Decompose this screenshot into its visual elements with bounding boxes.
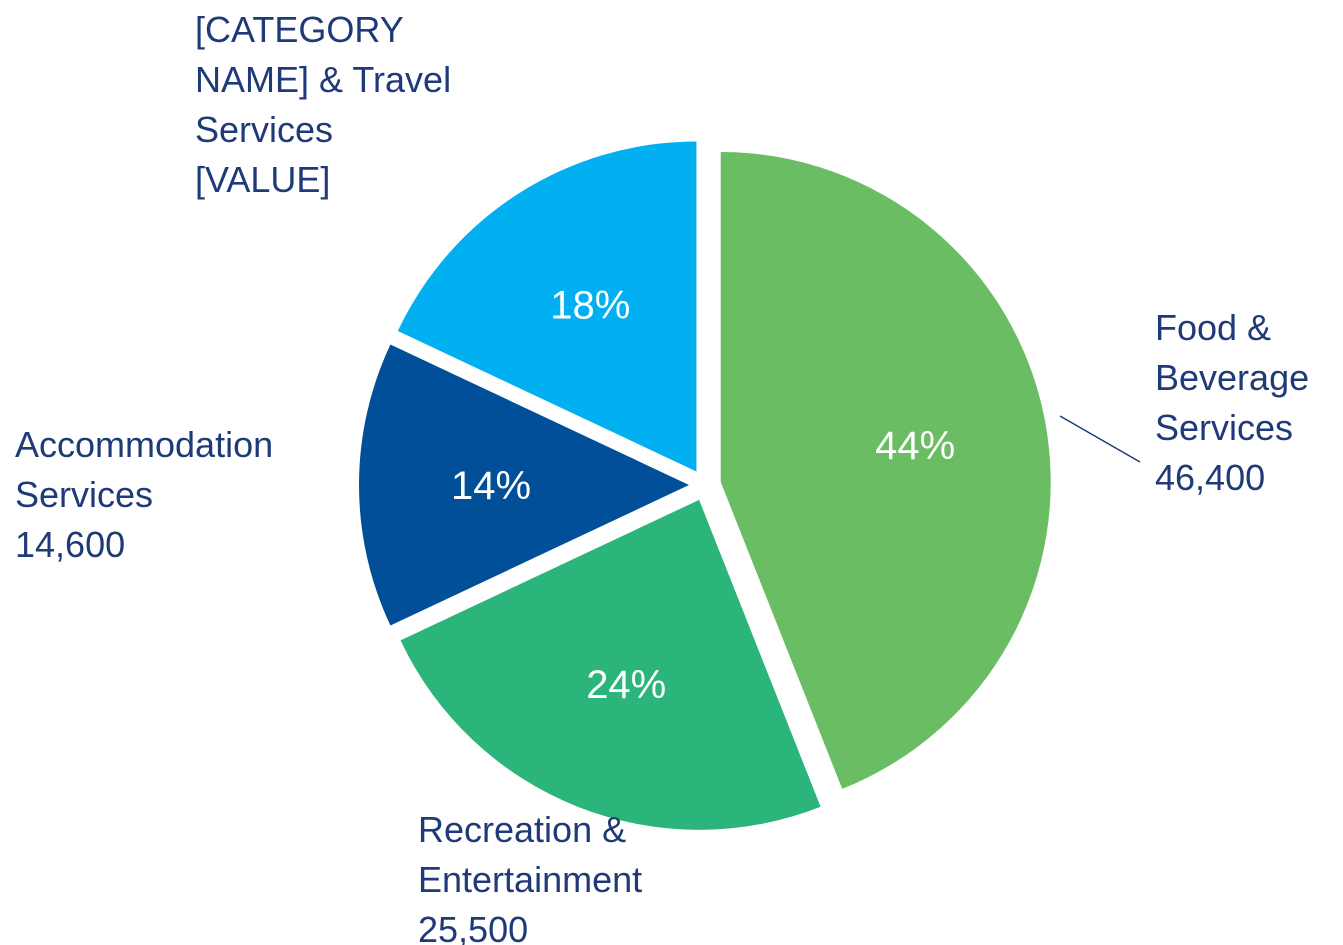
slice-percent-label: 18% <box>550 283 630 327</box>
pie-slice <box>400 499 821 830</box>
category-label: Accommodation Services <box>15 424 273 515</box>
slice-percent-label: 44% <box>875 424 955 468</box>
category-value-label: 25,500 <box>418 909 528 945</box>
category-label: Food & Beverage Services <box>1155 307 1309 448</box>
category-label: Recreation & Entertainment <box>418 809 642 900</box>
pie-slice <box>720 152 1051 789</box>
slice-percent-label: 14% <box>451 464 531 508</box>
category-value-label: 14,600 <box>15 524 125 565</box>
leader-line <box>1059 415 1141 463</box>
category-value-label: [VALUE] <box>195 159 330 200</box>
pie-slice <box>358 344 689 626</box>
slice-percent-label: 24% <box>586 663 666 707</box>
category-value-label: 46,400 <box>1155 457 1265 498</box>
category-label: [CATEGORY NAME] & Travel Services <box>195 9 451 150</box>
pie-slice <box>397 141 697 472</box>
